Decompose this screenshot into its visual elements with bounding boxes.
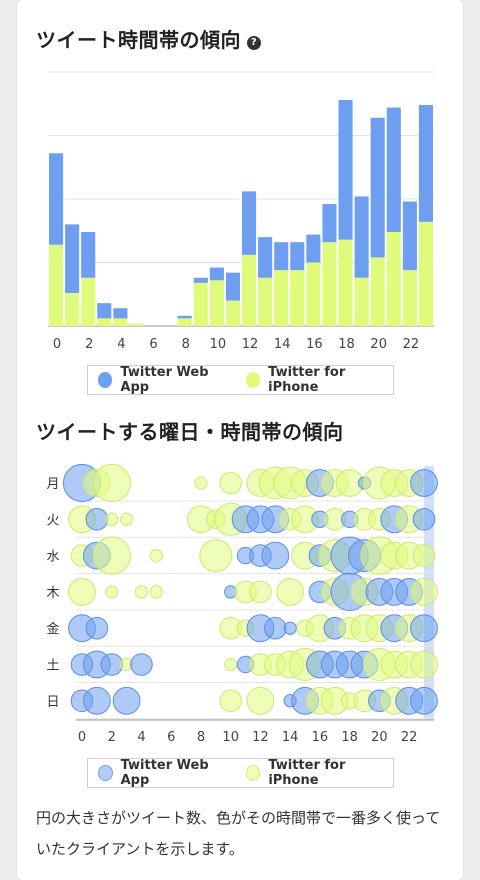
bar-iphone bbox=[49, 244, 64, 326]
bar-iphone bbox=[242, 254, 257, 326]
x-tick-label: 22 bbox=[403, 337, 420, 352]
bar-iphone bbox=[418, 221, 433, 326]
bar-iphone bbox=[386, 232, 401, 326]
bar-web bbox=[386, 107, 401, 233]
legend-label-iphone: Twitter for iPhone bbox=[268, 365, 346, 395]
bar-web bbox=[65, 224, 80, 293]
bar-web bbox=[113, 308, 128, 319]
bar-iphone bbox=[209, 280, 224, 326]
x-tick-label: 16 bbox=[306, 337, 323, 352]
bar-web bbox=[338, 99, 353, 240]
question-circle-icon[interactable]: ? bbox=[247, 36, 261, 50]
bar-web bbox=[402, 201, 417, 271]
section-title-weekly: ツイートする曜日・時間帯の傾向 bbox=[36, 420, 344, 444]
bar-web bbox=[193, 277, 208, 283]
section-title-hourly: ツイート時間帯の傾向? bbox=[36, 24, 261, 53]
bar-web bbox=[242, 191, 257, 255]
legend-dot-web-2 bbox=[98, 765, 113, 781]
bar-iphone bbox=[81, 277, 96, 326]
x-tick-label: 14 bbox=[274, 337, 291, 352]
bar-web bbox=[306, 234, 321, 263]
bar-iphone bbox=[306, 262, 321, 326]
x-tick-label: 20 bbox=[370, 337, 387, 352]
legend-item-web-2[interactable]: Twitter Web App bbox=[98, 758, 230, 788]
bar-iphone bbox=[193, 282, 208, 326]
bar-iphone bbox=[97, 318, 112, 326]
bar-iphone bbox=[113, 318, 128, 326]
bar-iphone bbox=[274, 270, 289, 326]
bar-iphone bbox=[370, 257, 385, 326]
bar-web bbox=[225, 272, 240, 301]
x-tick-label: 4 bbox=[117, 337, 125, 352]
x-tick-label: 8 bbox=[182, 337, 190, 352]
bar-web bbox=[49, 153, 64, 245]
x-tick-label: 0 bbox=[53, 337, 61, 352]
bar-web bbox=[81, 232, 96, 278]
bar-web bbox=[370, 117, 385, 258]
legend-dot-iphone-2 bbox=[245, 765, 261, 781]
x-tick-label: 18 bbox=[338, 337, 355, 352]
bar-web bbox=[290, 242, 305, 271]
bar-iphone bbox=[65, 292, 80, 326]
legend-label-web-2: Twitter Web App bbox=[120, 758, 209, 788]
bar-iphone bbox=[354, 277, 369, 326]
legend-item-web[interactable]: Twitter Web App bbox=[98, 365, 230, 395]
bar-iphone bbox=[322, 242, 337, 326]
x-tick-label: 2 bbox=[85, 337, 93, 352]
bar-chart-legend: Twitter Web App Twitter for iPhone bbox=[87, 365, 394, 395]
bar-iphone bbox=[402, 270, 417, 326]
legend-item-iphone[interactable]: Twitter for iPhone bbox=[245, 365, 387, 395]
bar-web bbox=[97, 303, 112, 319]
legend-dot-iphone bbox=[245, 372, 261, 388]
legend-item-iphone-2[interactable]: Twitter for iPhone bbox=[245, 758, 387, 788]
bar-iphone bbox=[338, 239, 353, 326]
bar-web bbox=[274, 242, 289, 271]
bubble-chart-legend: Twitter Web App Twitter for iPhone bbox=[87, 758, 394, 788]
bar-iphone bbox=[258, 277, 273, 326]
bar-web bbox=[177, 315, 192, 319]
legend-label-web: Twitter Web App bbox=[120, 365, 209, 395]
bar-web bbox=[209, 267, 224, 281]
legend-label-iphone-2: Twitter for iPhone bbox=[268, 758, 346, 788]
bar-iphone bbox=[177, 318, 192, 326]
bar-iphone bbox=[129, 323, 144, 326]
x-tick-label: 6 bbox=[149, 337, 157, 352]
bar-iphone bbox=[225, 300, 240, 326]
legend-dot-web bbox=[98, 372, 113, 388]
bar-web bbox=[354, 196, 369, 278]
bar-web bbox=[322, 204, 337, 243]
x-tick-label: 10 bbox=[210, 337, 227, 352]
bar-web bbox=[418, 105, 433, 222]
bar-iphone bbox=[290, 270, 305, 326]
explanation-note: 円の大きさがツイート数、色がその時間帯で一番多く使っていたクライアントを示します… bbox=[36, 809, 441, 858]
x-tick-label: 12 bbox=[242, 337, 259, 352]
bar-web bbox=[258, 237, 273, 278]
